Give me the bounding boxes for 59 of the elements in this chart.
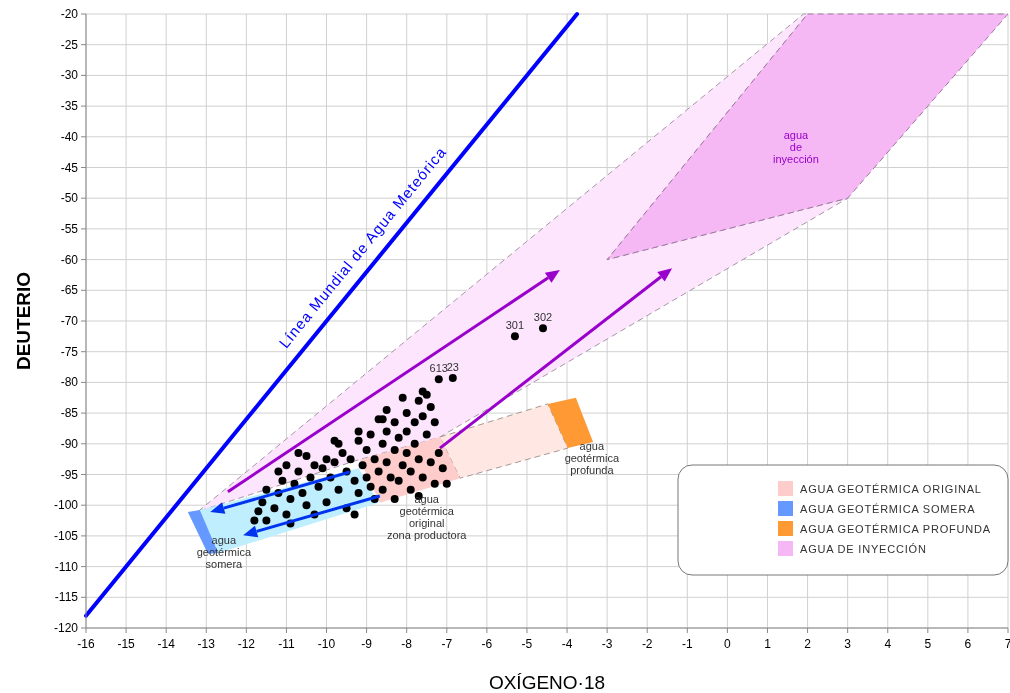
- y-tick-label: -90: [60, 436, 79, 451]
- y-tick-label: -100: [53, 498, 79, 513]
- x-tick-label: -8: [401, 637, 413, 651]
- annotation: agua geotérmica somera: [196, 533, 252, 570]
- y-tick-label: -110: [54, 559, 79, 574]
- x-tick-label: -11: [278, 637, 295, 651]
- annotation: agua geotérmica profunda: [564, 440, 620, 477]
- x-tick-label: -14: [157, 637, 176, 651]
- x-tick-label: -2: [641, 637, 653, 651]
- legend-label: AGUA DE INYECCIÓN: [800, 543, 927, 555]
- legend-label: AGUA GEOTÉRMICA PROFUNDA: [800, 523, 991, 535]
- x-tick-label: -9: [361, 637, 373, 651]
- annotation: 23: [446, 361, 459, 374]
- x-tick-label: 4: [884, 637, 892, 651]
- legend-label: AGUA GEOTÉRMICA SOMERA: [800, 503, 976, 515]
- x-tick-label: -4: [561, 637, 573, 651]
- x-axis-title: OXÍGENO·18: [488, 672, 606, 693]
- y-tick-label: -85: [60, 406, 79, 421]
- x-tick-label: 2: [804, 637, 812, 651]
- x-tick-label: -1: [681, 637, 693, 651]
- annotation: agua de inyección: [773, 129, 819, 165]
- y-tick-label: -30: [60, 68, 79, 83]
- y-tick-label: -80: [60, 375, 79, 390]
- x-tick-label: -3: [601, 637, 613, 651]
- x-tick-label: -7: [441, 637, 453, 651]
- y-tick-label: -70: [60, 314, 79, 328]
- y-tick-label: -40: [60, 129, 79, 144]
- y-tick-label: -115: [54, 590, 79, 605]
- y-tick-label: -95: [60, 467, 79, 482]
- y-axis-title: DEUTERIO: [13, 271, 34, 371]
- x-tick-label: 1: [764, 637, 772, 651]
- annotation: agua geotérmica original zona productora: [386, 493, 468, 542]
- y-tick-label: -65: [60, 283, 79, 298]
- x-tick-label: 3: [844, 637, 852, 651]
- y-tick-label: -20: [60, 7, 79, 21]
- x-tick-label: 7: [1004, 637, 1010, 651]
- x-tick-label: -6: [481, 637, 493, 651]
- x-tick-label: -15: [117, 637, 136, 651]
- annotation: 302: [533, 311, 553, 324]
- y-tick-label: -55: [60, 221, 79, 236]
- x-tick-label: -12: [237, 637, 256, 651]
- x-tick-label: -10: [317, 637, 336, 651]
- annotation: 613: [429, 362, 448, 375]
- y-tick-label: -105: [53, 528, 79, 543]
- annotation: 301: [505, 319, 525, 332]
- x-tick-label: -13: [197, 637, 216, 651]
- y-tick-label: -50: [60, 191, 79, 206]
- x-tick-label: -16: [77, 637, 95, 651]
- x-tick-label: 0: [724, 637, 732, 651]
- x-tick-label: -5: [521, 637, 533, 651]
- x-tick-label: 6: [964, 637, 972, 651]
- y-tick-label: -120: [53, 621, 79, 635]
- x-tick-label: 5: [924, 637, 932, 651]
- y-tick-label: -25: [60, 37, 79, 52]
- y-tick-label: -35: [60, 99, 79, 114]
- y-tick-label: -60: [60, 252, 79, 267]
- y-tick-label: -45: [60, 160, 79, 175]
- legend-label: AGUA GEOTÉRMICA ORIGINAL: [800, 483, 982, 495]
- y-tick-label: -75: [60, 344, 79, 359]
